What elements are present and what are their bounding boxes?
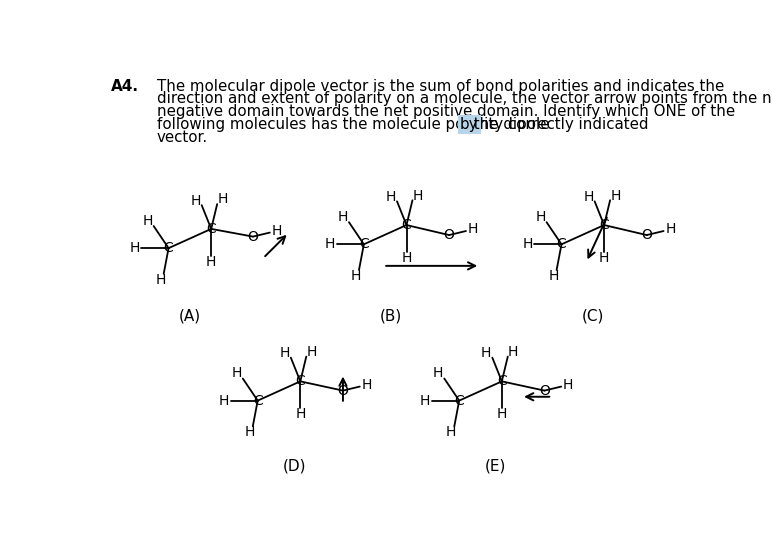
Text: H: H [361, 378, 372, 392]
Text: O: O [337, 384, 348, 398]
Text: C: C [401, 218, 411, 232]
Text: H: H [563, 378, 574, 392]
Text: H: H [548, 269, 559, 283]
Text: H: H [350, 269, 361, 283]
Text: H: H [508, 345, 519, 359]
Text: C: C [359, 237, 369, 251]
Text: H: H [468, 222, 478, 236]
Text: The molecular dipole vector is the sum of bond polarities and indicates the: The molecular dipole vector is the sum o… [157, 79, 724, 94]
Text: H: H [599, 251, 609, 265]
Text: H: H [245, 426, 255, 440]
Text: H: H [142, 214, 153, 228]
Text: A4.: A4. [110, 79, 138, 94]
Text: C: C [296, 374, 305, 389]
Text: following molecules has the molecule polarity correctly indicated: following molecules has the molecule pol… [157, 117, 653, 132]
Text: H: H [583, 190, 594, 204]
Text: H: H [420, 394, 430, 408]
Text: C: C [206, 222, 216, 236]
Text: H: H [535, 210, 546, 224]
Text: H: H [155, 273, 166, 287]
Text: H: H [324, 237, 335, 251]
Text: C: C [455, 394, 464, 408]
Text: O: O [539, 384, 550, 398]
Text: H: H [337, 210, 348, 224]
Text: H: H [386, 190, 396, 204]
Text: (A): (A) [178, 309, 201, 324]
Text: H: H [481, 346, 491, 360]
Text: direction and extent of polarity on a molecule, the vector arrow points from the: direction and extent of polarity on a mo… [157, 91, 772, 106]
Text: H: H [218, 193, 228, 207]
Text: (D): (D) [283, 459, 306, 474]
Text: H: H [191, 194, 201, 208]
Text: H: H [232, 366, 242, 380]
Text: O: O [642, 228, 652, 242]
Text: (B): (B) [380, 309, 402, 324]
Text: H: H [496, 408, 507, 422]
Text: by: by [460, 117, 479, 132]
Text: H: H [433, 366, 443, 380]
Text: H: H [401, 251, 411, 265]
Text: H: H [218, 394, 229, 408]
Text: H: H [611, 189, 621, 203]
Text: C: C [497, 374, 506, 389]
Text: C: C [252, 394, 262, 408]
Text: H: H [522, 237, 533, 251]
Text: C: C [164, 241, 174, 255]
Text: (E): (E) [485, 459, 506, 474]
Text: H: H [295, 408, 306, 422]
Text: O: O [444, 228, 455, 242]
Text: H: H [446, 426, 456, 440]
Text: H: H [206, 255, 216, 269]
Text: H: H [272, 224, 282, 238]
Text: (C): (C) [581, 309, 604, 324]
Text: negative domain towards the net positive domain. Identify which ONE of the: negative domain towards the net positive… [157, 104, 735, 119]
Text: C: C [557, 237, 567, 251]
Text: the dipole: the dipole [469, 117, 550, 132]
Text: C: C [599, 218, 609, 232]
Text: O: O [248, 230, 259, 244]
Text: H: H [665, 222, 676, 236]
Text: H: H [306, 345, 317, 359]
Text: H: H [279, 346, 290, 360]
Text: vector.: vector. [157, 129, 208, 144]
Text: H: H [129, 241, 140, 255]
Text: H: H [413, 189, 423, 203]
